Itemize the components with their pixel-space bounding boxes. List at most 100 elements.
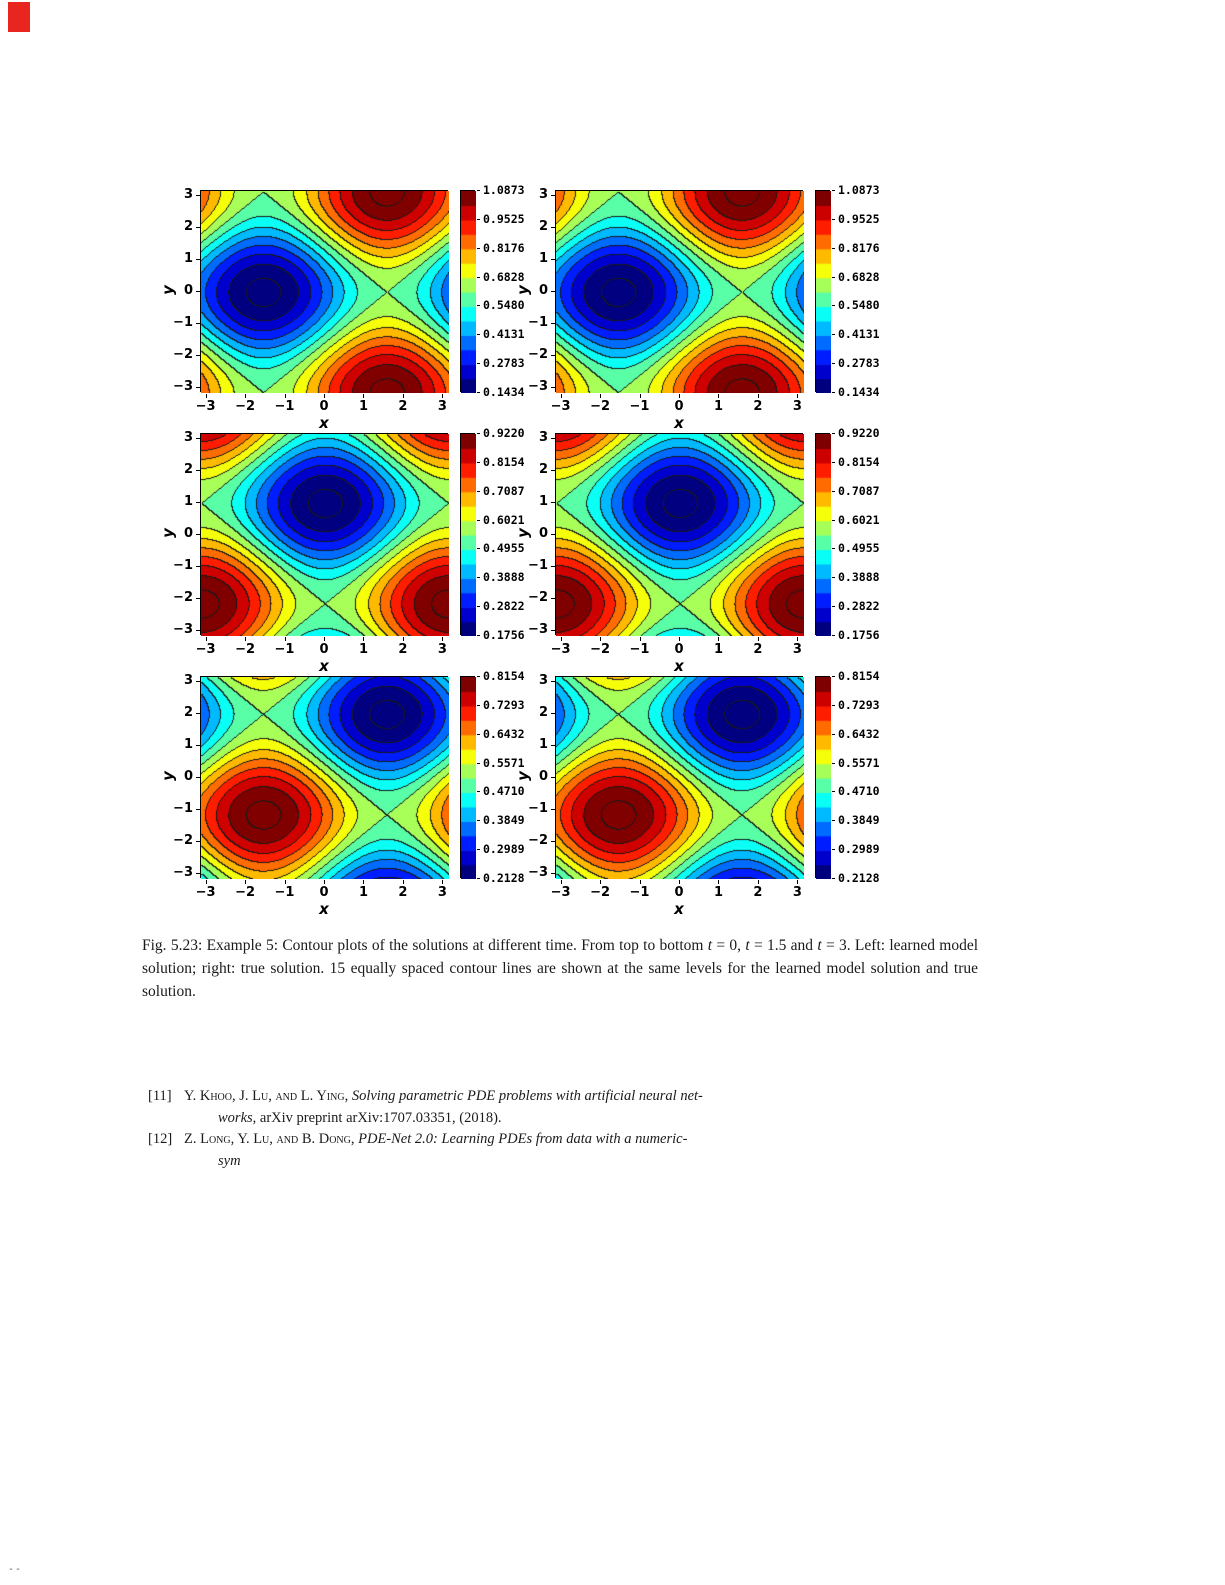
x-tick-label: 3 [437, 885, 447, 900]
y-tick-mark [196, 841, 200, 843]
reference-text: sym [218, 1153, 241, 1169]
x-tick-label: −1 [629, 885, 650, 900]
y-tick-label: −2 [528, 347, 548, 363]
colorbar-tick-label: 0.2989 [483, 842, 525, 857]
y-tick-label: 3 [538, 186, 548, 202]
colorbar-tick-mark [832, 363, 835, 365]
x-tick-label: 0 [319, 885, 329, 900]
colorbar-tick-label: 0.6432 [838, 726, 880, 741]
y-tick-mark [551, 680, 555, 682]
colorbar-tick-label: 0.5480 [483, 298, 525, 313]
y-tick-label: −3 [528, 622, 548, 638]
y-tick-mark [551, 355, 555, 357]
colorbar-tick-label: 0.6828 [838, 269, 880, 284]
colorbar-tick-label: 0.9220 [838, 426, 880, 440]
colorbar-tick-mark [477, 606, 480, 608]
colorbar-tick-mark [477, 334, 480, 336]
plot-area [200, 190, 449, 393]
x-tick-mark [757, 394, 759, 398]
contour-canvas-t0-true [556, 191, 804, 393]
x-tick-mark [324, 880, 325, 884]
colorbar-tick-label: 0.7087 [483, 483, 525, 498]
x-axis-label: x [319, 414, 329, 432]
x-tick-mark [284, 637, 286, 641]
colorbar-tick-mark [832, 247, 835, 249]
colorbar-tick-mark [832, 305, 835, 307]
contour-panel-t0-true: y −3 −2 −1 0 1 2 3 −3 −2 −1 0 1 2 3 x 1.0873 0.9525 0.8176… [510, 184, 910, 433]
y-tick-label: −2 [173, 590, 193, 606]
y-tick-mark [196, 355, 200, 357]
y-tick-label: 2 [538, 461, 548, 477]
colorbar-tick-label: 0.4710 [838, 784, 880, 799]
y-tick-mark [551, 469, 555, 471]
colorbar-tick-label: 0.6021 [483, 512, 525, 527]
colorbar-canvas-t15-learned [461, 434, 476, 636]
y-tick-mark [196, 873, 200, 875]
colorbar-tick-mark [477, 519, 480, 521]
colorbar-tick-mark [832, 635, 835, 636]
colorbar-tick-label: 0.4131 [483, 327, 525, 342]
y-tick-label: 3 [538, 429, 548, 445]
y-tick-label: −3 [528, 865, 548, 881]
y-tick-label: 0 [538, 283, 548, 298]
y-tick-mark [551, 437, 555, 439]
colorbar-tick-mark [477, 490, 480, 492]
colorbar-tick-label: 0.5571 [483, 755, 525, 770]
y-tick-mark [551, 744, 555, 746]
y-tick-label: 2 [183, 461, 193, 477]
colorbar-tick-mark [832, 490, 835, 492]
colorbar-canvas-t3-true [816, 677, 831, 879]
colorbar-tick-mark [832, 433, 835, 434]
x-tick-label: 3 [792, 885, 802, 900]
colorbar-tick-mark [477, 635, 480, 636]
y-tick-label: −2 [173, 347, 193, 363]
plot-area [555, 676, 804, 879]
x-tick-label: 1 [358, 885, 368, 900]
colorbar-tick-label: 0.2128 [483, 871, 525, 885]
x-tick-mark [402, 880, 404, 884]
y-tick-mark [551, 630, 555, 632]
text-segment: sym [218, 1152, 241, 1169]
y-tick-mark [196, 501, 200, 503]
colorbar-tick-label: 0.7293 [838, 697, 880, 712]
colorbar-tick-mark [477, 820, 480, 822]
y-tick-label: −2 [528, 833, 548, 849]
y-tick-mark [551, 809, 555, 811]
text-segment: Z. Long, Y. Lu, and B. Dong, [184, 1131, 359, 1147]
y-tick-label: 1 [538, 493, 548, 509]
colorbar-tick-label: 0.2822 [483, 599, 525, 614]
x-tick-mark [679, 394, 680, 398]
colorbar-canvas-t0-learned [461, 191, 476, 393]
x-tick-label: −3 [195, 642, 216, 657]
colorbar-tick-label: 0.4955 [838, 541, 880, 556]
colorbar-tick-mark [832, 276, 835, 278]
colorbar-tick-mark [832, 519, 835, 521]
reference-12: [12] Z. Long, Y. Lu, and B. Dong, PDE-Net… [148, 1129, 948, 1172]
y-tick-mark [551, 534, 555, 535]
y-tick-label: 2 [538, 218, 548, 234]
colorbar-tick-label: 0.2783 [483, 356, 525, 371]
colorbar-tick-label: 0.8154 [483, 669, 525, 683]
y-tick-mark [551, 291, 555, 292]
colorbar-tick-label: 0.4955 [483, 541, 525, 556]
y-tick-label: −3 [528, 379, 548, 395]
x-tick-mark [205, 637, 207, 641]
y-tick-label: 0 [183, 769, 193, 784]
colorbar-tick-label: 0.6828 [483, 269, 525, 284]
text-segment: Y. Khoo, J. Lu, and L. Ying, [184, 1088, 352, 1104]
y-tick-label: 1 [183, 250, 193, 266]
y-tick-label: −2 [528, 590, 548, 606]
x-tick-mark [639, 394, 641, 398]
y-tick-mark [551, 841, 555, 843]
plot-area [200, 676, 449, 879]
x-tick-label: −1 [274, 885, 295, 900]
colorbar-tick-mark [477, 218, 480, 220]
colorbar-tick-label: 0.8154 [483, 454, 525, 469]
x-tick-mark [679, 880, 680, 884]
x-tick-mark [363, 880, 365, 884]
x-tick-mark [600, 880, 602, 884]
x-tick-label: 2 [753, 399, 763, 414]
x-tick-mark [718, 880, 720, 884]
colorbar-tick-label: 0.9525 [483, 211, 525, 226]
y-tick-mark [551, 323, 555, 325]
